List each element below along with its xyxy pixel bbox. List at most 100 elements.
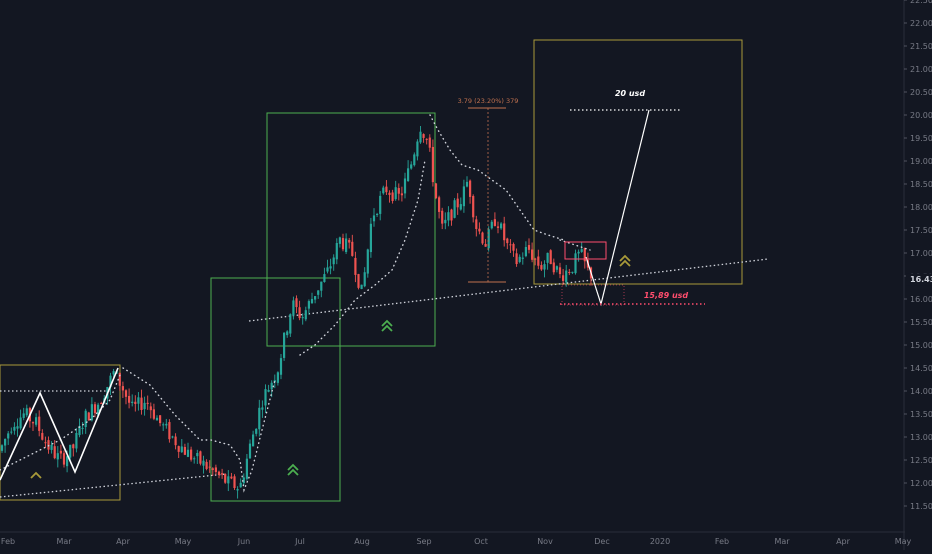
candle-body xyxy=(304,310,307,320)
candle-body xyxy=(509,244,512,246)
candle-body xyxy=(221,473,224,475)
x-tick-label: Sep xyxy=(416,537,431,546)
candle-body xyxy=(10,431,13,433)
candle-body xyxy=(549,250,552,265)
candle-body xyxy=(118,372,121,386)
candle-body xyxy=(193,458,196,460)
candle-body xyxy=(90,404,93,421)
candle-body xyxy=(580,249,583,252)
y-tick-label: 18.50 xyxy=(910,180,932,189)
candle-body xyxy=(25,408,28,416)
y-tick-label: 11.50 xyxy=(910,502,932,511)
candle-body xyxy=(165,423,168,426)
candle-body xyxy=(571,271,574,273)
candle-body xyxy=(329,266,332,269)
y-tick-label: 21.00 xyxy=(910,65,932,74)
candle-body xyxy=(348,239,351,243)
candle-body xyxy=(261,407,264,410)
x-tick-label: May xyxy=(895,537,912,546)
candle-body xyxy=(168,422,171,440)
candle-body xyxy=(171,436,174,438)
last-price-badge xyxy=(906,273,932,286)
double-chevron-up-icon xyxy=(381,319,393,332)
candle-body xyxy=(472,196,475,218)
candle-body xyxy=(558,267,562,275)
x-tick-label: Jun xyxy=(237,537,251,546)
candle-body xyxy=(121,386,124,391)
candle-body xyxy=(78,425,81,436)
x-tick-label: Jul xyxy=(294,537,305,546)
target-label: 20 usd xyxy=(615,89,645,98)
candle-body xyxy=(162,424,165,426)
candle-body xyxy=(208,466,211,468)
candle-body xyxy=(496,226,500,228)
candle-body xyxy=(128,395,131,403)
candle-body xyxy=(264,389,267,406)
candle-body xyxy=(13,426,16,431)
y-tick-label: 13.50 xyxy=(910,410,932,419)
x-tick-label: Dec xyxy=(594,537,609,546)
candle-body xyxy=(372,215,376,222)
candle-body xyxy=(459,204,462,210)
double-chevron-up-icon xyxy=(287,463,299,476)
candle-body xyxy=(363,272,366,287)
candle-body xyxy=(360,284,363,289)
candle-body xyxy=(205,461,208,469)
x-tick-label: Aug xyxy=(354,537,370,546)
candle-body xyxy=(555,266,558,270)
candle-body xyxy=(75,432,78,449)
y-tick-label: 12.00 xyxy=(910,479,932,488)
candle-body xyxy=(444,219,447,224)
target-box xyxy=(533,39,743,285)
candle-body xyxy=(527,245,531,250)
candle-body xyxy=(56,453,59,460)
candle-body xyxy=(236,489,239,491)
x-tick-label: Feb xyxy=(715,537,729,546)
candle-body xyxy=(546,252,549,263)
candle-body xyxy=(174,436,177,446)
candle-body xyxy=(453,200,456,218)
candle-body xyxy=(258,407,261,430)
candle-body xyxy=(242,477,245,484)
candle-body xyxy=(159,415,162,424)
y-tick-label: 16.00 xyxy=(910,295,932,304)
chevron-stroke xyxy=(381,324,393,332)
candle-body xyxy=(124,390,128,397)
candle-body xyxy=(515,253,518,265)
candle-body xyxy=(416,141,419,157)
candle-body xyxy=(230,476,233,479)
candle-body xyxy=(391,192,394,201)
y-tick-label: 15.00 xyxy=(910,341,932,350)
candle-body xyxy=(332,257,335,265)
candle-body xyxy=(351,241,354,256)
candle-body xyxy=(562,275,565,281)
candle-body xyxy=(53,446,56,459)
candle-body xyxy=(314,296,317,300)
candle-body xyxy=(289,314,292,334)
candle-body xyxy=(400,193,403,196)
y-tick-label: 21.50 xyxy=(910,42,932,51)
candle-body xyxy=(503,223,506,241)
candle-body xyxy=(568,272,571,274)
candle-body xyxy=(199,451,202,464)
candle-body xyxy=(469,180,472,197)
time-axis[interactable]: Feb Mar Apr May Jun Jul Aug Sep Oct Nov Dec 2020 Feb… xyxy=(0,531,912,546)
chevron-stroke xyxy=(619,254,631,262)
x-tick-label: May xyxy=(175,537,192,546)
candle-body xyxy=(255,428,258,434)
candle-body xyxy=(62,453,66,465)
candle-body xyxy=(44,442,47,444)
candle-body xyxy=(481,232,484,244)
candle-body xyxy=(4,438,7,446)
candle-body xyxy=(410,164,413,169)
candle-body xyxy=(397,188,400,194)
candle-body xyxy=(326,267,329,272)
candle-body xyxy=(279,358,283,375)
candle-body xyxy=(227,476,230,484)
candle-body xyxy=(487,229,490,249)
candle-body xyxy=(531,249,534,260)
x-tick-label: Mar xyxy=(774,537,790,546)
price-axis[interactable]: 11.50 12.00 12.50 13.00 13.50 14.00 14.50 15.00… xyxy=(903,0,932,550)
